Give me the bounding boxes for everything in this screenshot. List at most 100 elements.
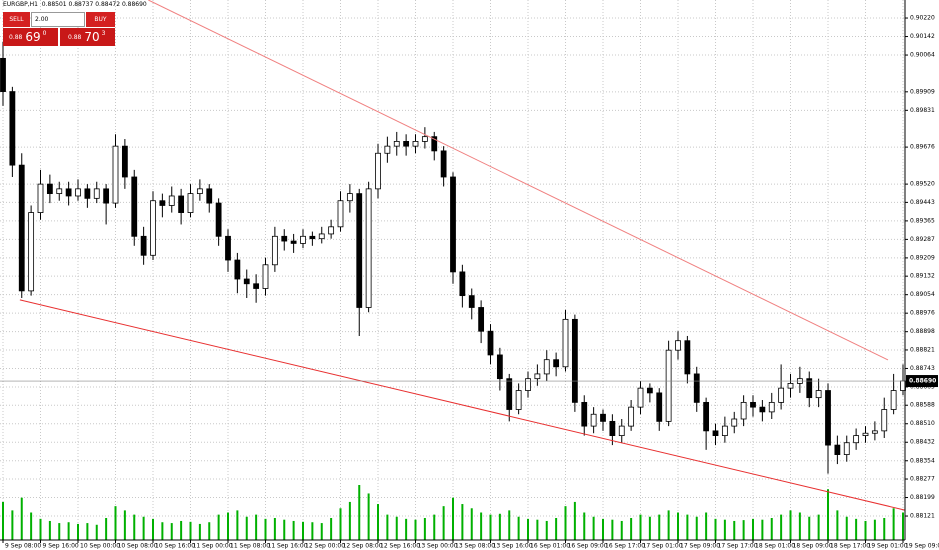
candle-body: [553, 359, 560, 368]
candle-body: [871, 430, 878, 434]
volume-bar: [11, 510, 14, 540]
candle-body: [215, 202, 222, 237]
candle-body: [346, 193, 353, 202]
volume-bar: [245, 516, 248, 540]
y-tick-label: 0.88510: [910, 420, 935, 427]
candle-body: [356, 193, 363, 308]
volume-bar: [292, 520, 295, 540]
candle-body: [234, 259, 241, 280]
volume-bar: [742, 520, 745, 540]
candle-body: [262, 264, 269, 289]
x-tick-label: 19 Sep 01:00: [868, 543, 908, 550]
volume-bar: [217, 514, 220, 540]
volume-bar: [517, 516, 520, 540]
volume-bar: [170, 523, 173, 540]
candle-body: [384, 145, 391, 154]
volume-bar: [630, 518, 633, 540]
candle-body: [609, 420, 616, 437]
volume-bar: [20, 497, 23, 540]
y-tick-label: 0.89520: [910, 181, 935, 188]
y-tick-label: 0.88277: [910, 476, 935, 483]
y-tick-label: 0.88199: [910, 494, 935, 501]
volume-bar: [339, 508, 342, 540]
candle-body: [393, 141, 400, 147]
x-tick-label: 13 Sep 16:00: [493, 543, 533, 550]
candle-body: [187, 193, 194, 213]
candle-body: [121, 145, 128, 178]
candle-body: [328, 226, 335, 235]
volume-bar: [48, 520, 51, 540]
x-tick-label: 17 Sep 09:00: [680, 543, 720, 550]
volume-bar: [348, 501, 351, 540]
candle-body: [450, 176, 456, 273]
candle-body: [318, 233, 325, 240]
x-tick-label: 9 Sep 08:00: [5, 543, 41, 550]
y-tick-label: 0.90064: [910, 52, 935, 59]
candle-body: [196, 188, 203, 195]
x-tick-label: 13 Sep 08:00: [455, 543, 495, 550]
candle-body: [834, 444, 841, 455]
volume-bar: [677, 512, 679, 540]
volume-bar: [789, 510, 792, 540]
volume-bar: [545, 520, 548, 540]
volume-bar: [95, 524, 98, 540]
candle-body: [515, 390, 522, 410]
volume-bar: [330, 518, 333, 540]
volume-bar: [255, 514, 258, 540]
volume-bar: [761, 519, 764, 540]
candle-body: [703, 401, 710, 432]
candle-body: [618, 425, 625, 437]
volume-bar: [855, 518, 858, 540]
candle-body: [375, 152, 381, 190]
candle-body: [431, 136, 438, 152]
candle-body: [825, 390, 831, 446]
ask-price[interactable]: 0.88 70 3: [60, 28, 115, 46]
x-tick-label: 9 Sep 16:00: [43, 543, 79, 550]
volume-bar: [114, 506, 117, 540]
volume-bar: [808, 516, 811, 540]
candle-body: [815, 390, 822, 399]
volume-bar: [705, 512, 708, 540]
volume-bar: [864, 520, 867, 540]
candle-body: [768, 401, 775, 413]
volume-bar: [273, 518, 276, 540]
candle-body: [93, 188, 100, 199]
ask-prefix: 0.88: [68, 33, 82, 41]
current-price-label: 0.88690: [909, 378, 936, 385]
lot-input[interactable]: 2.00: [31, 12, 85, 27]
candle-body: [281, 235, 288, 242]
volume-bar: [667, 510, 670, 540]
candle-body: [0, 57, 6, 92]
sell-button[interactable]: SELL: [3, 12, 30, 27]
candle-body: [637, 387, 644, 408]
candle-body: [675, 340, 681, 351]
volume-bar: [658, 514, 661, 540]
candle-body: [543, 359, 550, 375]
y-tick-label: 0.88821: [910, 346, 935, 353]
volume-bar: [845, 516, 848, 540]
volume-bar: [442, 506, 445, 540]
candle-body: [478, 307, 485, 332]
volume-bar: [433, 514, 436, 540]
volume-bar: [873, 519, 876, 540]
volume-bar: [592, 516, 595, 540]
x-tick-label: 12 Sep 08:00: [343, 543, 383, 550]
bid-price[interactable]: 0.88 69 0: [3, 28, 58, 46]
volume-bar: [395, 516, 398, 540]
candle-body: [440, 150, 447, 178]
candle-body: [562, 318, 569, 368]
candle-body: [206, 188, 213, 204]
volume-bar: [770, 518, 773, 540]
bid-big: 69: [25, 30, 41, 44]
x-tick-label: 16 Sep 17:00: [605, 543, 645, 550]
volume-bar: [358, 485, 361, 540]
buy-button[interactable]: BUY: [86, 12, 115, 27]
volume-bar: [733, 520, 736, 540]
volume-bar: [452, 497, 454, 540]
volume-bar: [461, 504, 464, 540]
current-price-box: [906, 375, 938, 388]
x-tick-label: 18 Sep 17:00: [830, 543, 870, 550]
